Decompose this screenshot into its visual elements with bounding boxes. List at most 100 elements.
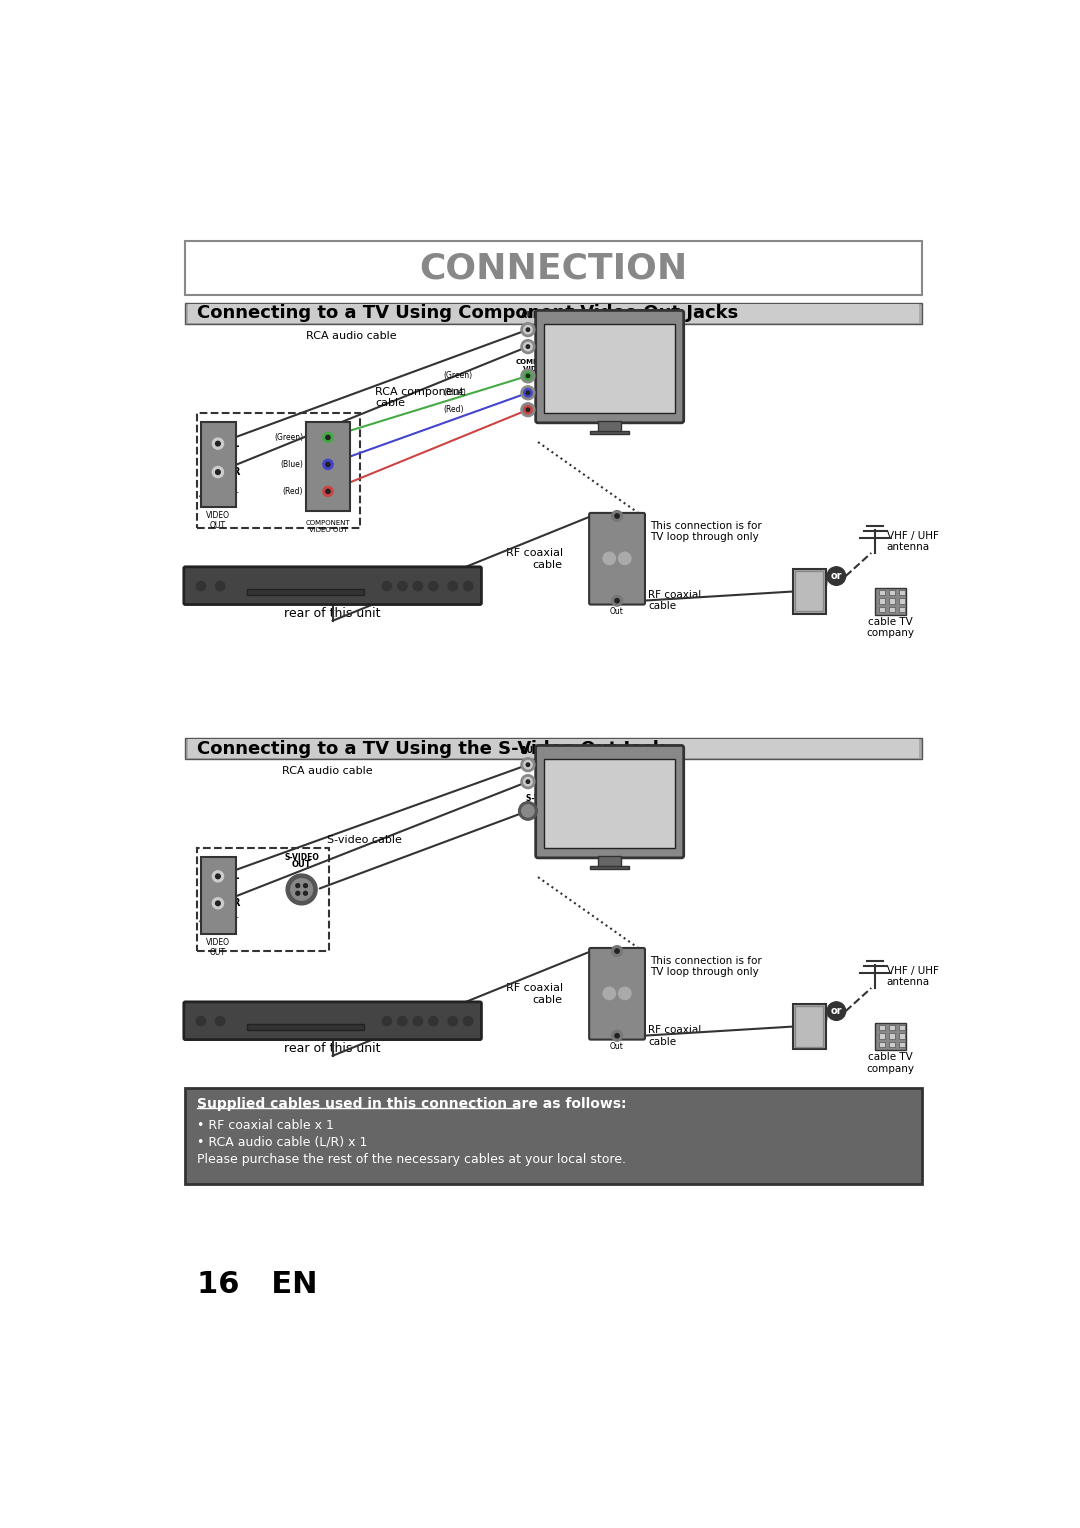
Bar [900,599,905,604]
Circle shape [323,460,333,469]
Circle shape [397,1016,407,1025]
Text: Out: Out [610,1042,624,1051]
Bar [900,1033,905,1039]
Text: RF coaxial
cable: RF coaxial cable [648,1025,701,1047]
Text: VHF / UHF
antenna: VHF / UHF antenna [887,530,939,552]
Circle shape [382,1016,392,1025]
Circle shape [208,894,227,912]
Text: ANT. IN: ANT. IN [604,500,631,509]
Text: L: L [537,325,541,335]
Text: RCA component
cable: RCA component cable [375,387,464,408]
Text: OUT: OUT [292,860,311,868]
Text: S-video cable: S-video cable [327,836,402,845]
Circle shape [526,762,529,767]
FancyBboxPatch shape [184,567,482,605]
Bar [597,856,621,866]
Text: RCA audio cable: RCA audio cable [282,766,373,776]
Text: (Red): (Red) [444,405,464,414]
Text: (Green): (Green) [274,432,303,442]
Bar [544,324,675,413]
Circle shape [397,582,407,591]
Circle shape [521,775,535,788]
Circle shape [603,987,616,999]
Text: S-VIDEO IN: S-VIDEO IN [526,795,572,804]
Text: or: or [831,571,842,581]
Circle shape [524,778,532,785]
Circle shape [524,325,532,333]
Text: ANT. IN: ANT. IN [604,934,631,943]
Bar [900,607,905,613]
Text: • RCA audio cable (L/R) x 1: • RCA audio cable (L/R) x 1 [197,1135,367,1149]
FancyBboxPatch shape [590,947,645,1039]
Text: RF coaxial
cable: RF coaxial cable [505,984,563,1005]
Circle shape [524,371,532,380]
Circle shape [323,486,333,497]
Circle shape [326,435,330,440]
Circle shape [521,322,535,336]
Bar [197,848,328,950]
Circle shape [615,949,619,953]
Bar [875,588,906,614]
Bar [879,1042,886,1047]
Circle shape [414,582,422,591]
Text: AUDIO IN: AUDIO IN [522,312,561,321]
Circle shape [518,802,537,821]
FancyBboxPatch shape [590,513,645,605]
Bar [201,422,235,507]
Circle shape [615,1033,619,1038]
Text: AUDIO IN: AUDIO IN [522,747,561,755]
Text: VHF / UHF
antenna: VHF / UHF antenna [887,966,939,987]
Circle shape [216,582,225,591]
Text: AUDIO OUT: AUDIO OUT [200,492,239,498]
Text: RCA audio cable: RCA audio cable [306,332,396,341]
Circle shape [448,582,458,591]
Circle shape [526,779,529,784]
Circle shape [303,891,308,895]
Bar [590,866,629,869]
Text: Pb
/Cb: Pb /Cb [537,384,550,402]
Bar [793,568,825,614]
Circle shape [213,466,224,478]
Bar [247,590,364,596]
Circle shape [611,1030,622,1041]
Text: R: R [232,898,240,908]
Text: ANTENNA: ANTENNA [600,561,634,567]
Bar [590,431,629,434]
Circle shape [414,1016,422,1025]
Bar [197,413,360,527]
Circle shape [197,582,205,591]
FancyBboxPatch shape [186,303,921,324]
Text: RF coaxial
cable: RF coaxial cable [505,549,563,570]
Circle shape [521,403,535,417]
Text: COMPONENT
VIDEO IN: COMPONENT VIDEO IN [516,359,566,371]
Bar [306,422,350,510]
Circle shape [429,1016,438,1025]
Circle shape [611,510,622,521]
Bar [247,1024,364,1030]
Text: • RF coaxial cable x 1: • RF coaxial cable x 1 [197,1118,334,1132]
FancyBboxPatch shape [188,304,919,322]
Circle shape [291,879,312,900]
Text: ANTENNA: ANTENNA [600,996,634,1002]
Circle shape [526,345,529,348]
Circle shape [521,339,535,353]
Bar [889,1025,895,1030]
Bar [875,1022,906,1050]
Circle shape [526,374,529,377]
Text: Y: Y [537,371,541,380]
Text: VIDEO
OUT: VIDEO OUT [206,938,230,958]
Text: RF coaxial
cable: RF coaxial cable [648,590,701,611]
Bar [879,607,886,613]
Circle shape [216,1016,225,1025]
Circle shape [521,387,535,400]
Text: L: L [232,871,238,882]
Circle shape [521,758,535,772]
Bar [900,1025,905,1030]
Circle shape [524,388,532,397]
Text: Pr
/Cr: Pr /Cr [537,400,548,420]
Text: AUDIO OUT: AUDIO OUT [200,917,239,923]
Circle shape [296,891,300,895]
Bar [889,1042,895,1047]
Text: L: L [232,439,238,449]
Circle shape [216,442,220,446]
